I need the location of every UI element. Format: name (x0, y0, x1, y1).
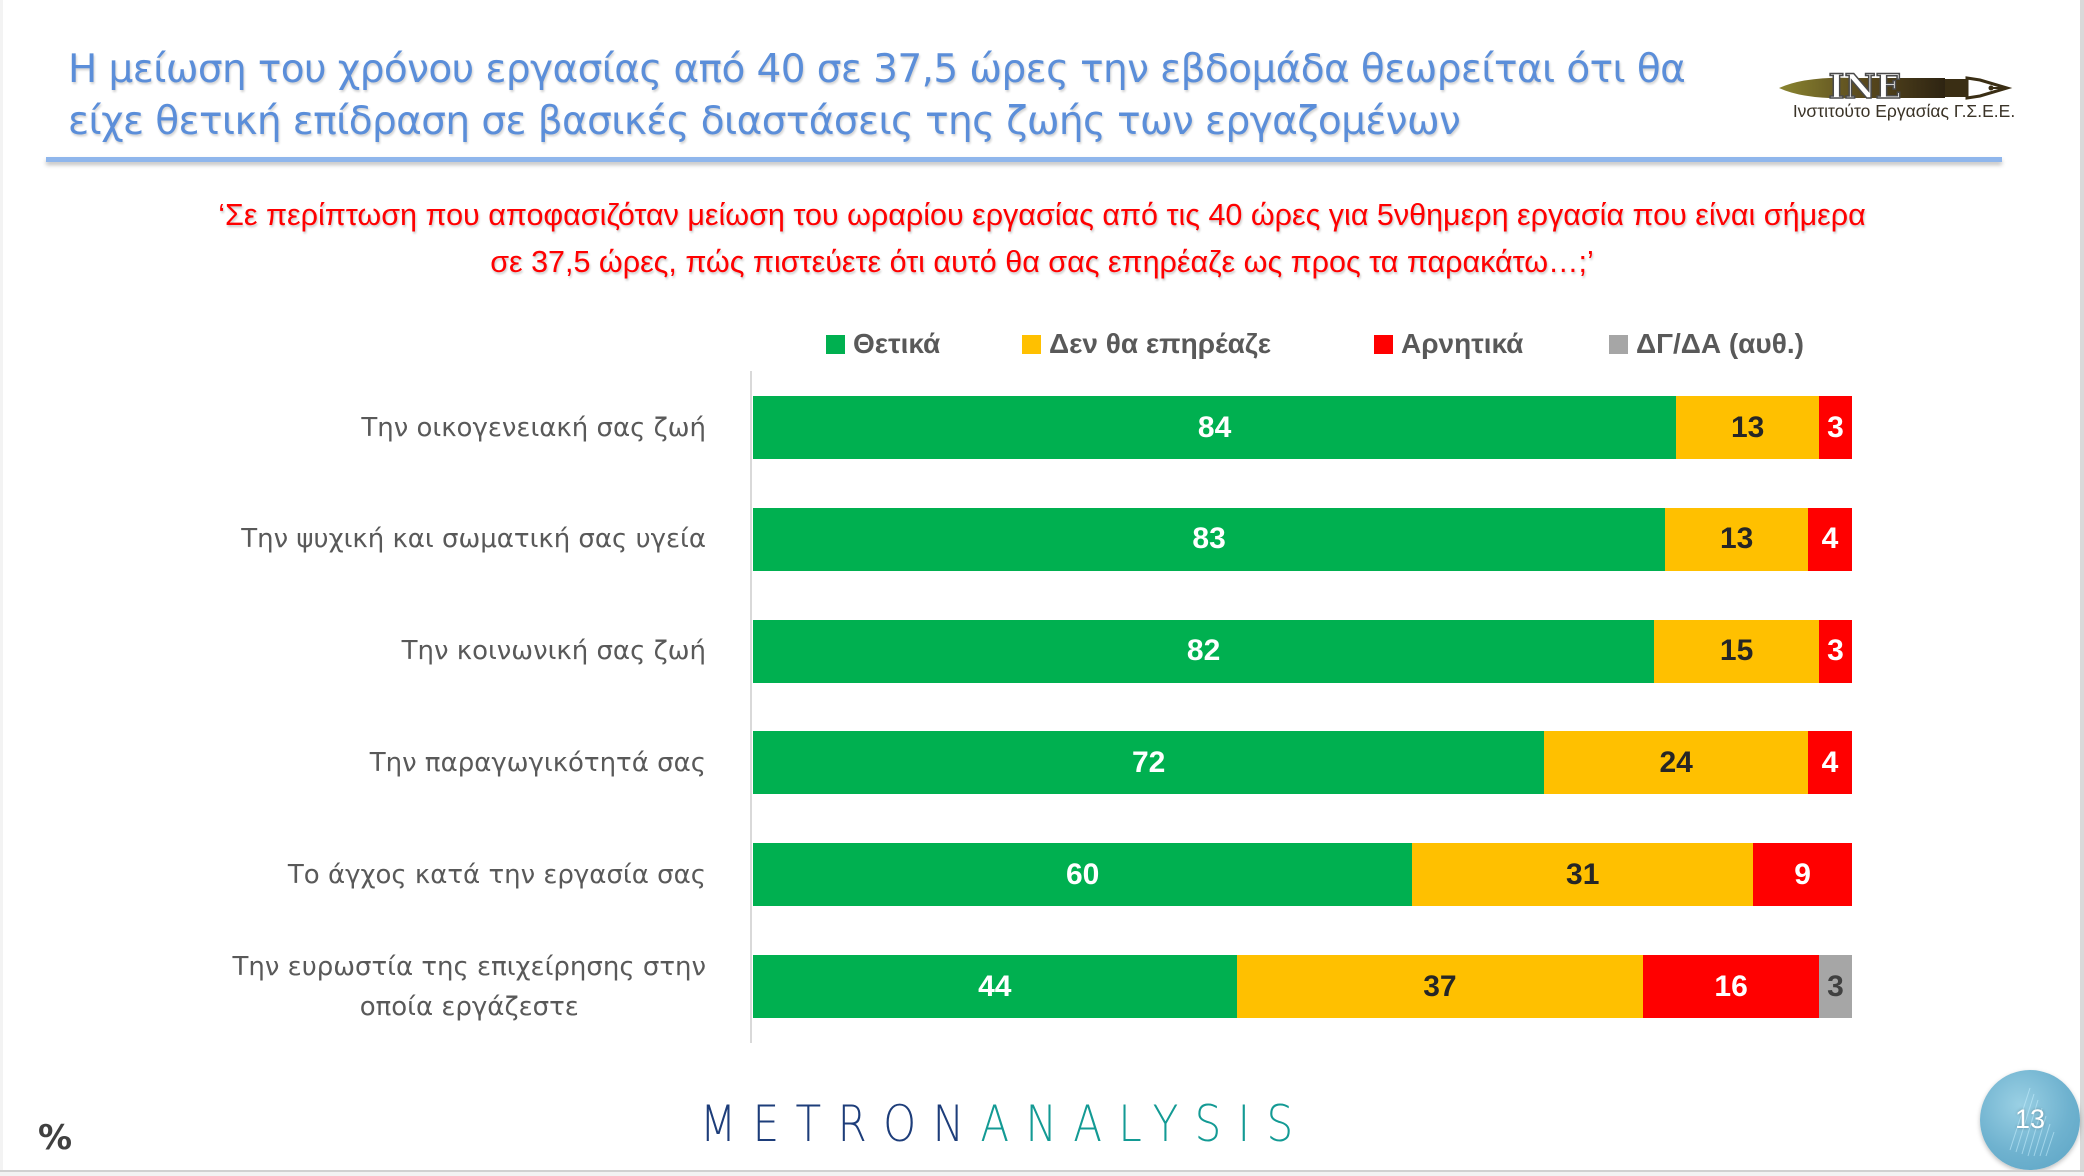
bar-value-label: 37 (1423, 969, 1457, 1003)
chart-legend: Θετικά Δεν θα επηρέαζε Αρνητικά ΔΓ/ΔΑ (α… (0, 326, 2084, 362)
slide-left-edge (0, 0, 3, 1176)
category-label: Την οικογενειακή σας ζωή (150, 378, 706, 477)
bar-value-label: 31 (1566, 857, 1600, 891)
bar-value-label: 82 (1186, 634, 1221, 668)
page-number-badge: 13 (1980, 1070, 2080, 1170)
bar-value-label: 4 (1821, 745, 1839, 779)
category-label: Την ευρωστία της επιχείρησης στην οποία ε… (150, 937, 706, 1036)
slide-bottom-edge (0, 1170, 2084, 1176)
category-label-line: Το άγχος κατά την εργασία σας (287, 859, 706, 890)
category-label: Την κοινωνική σας ζωή (150, 602, 706, 701)
bar-segment-no-effect: 15 (1654, 619, 1819, 683)
bar-value-label: 16 (1714, 969, 1748, 1003)
category-label: Το άγχος κατά την εργασία σας (150, 825, 706, 924)
legend-swatch-no-effect (1022, 334, 1041, 354)
bar-value-label: 72 (1131, 745, 1166, 779)
category-label-line: Την ευρωστία της επιχείρησης στην (232, 951, 706, 982)
pen-logo-icon: INE (1779, 66, 2013, 108)
category-label-text: Την παραγωγικότητά σας (370, 743, 706, 783)
bar-segment-negative: 16 (1643, 955, 1819, 1018)
bar-value-label: 44 (978, 969, 1012, 1003)
legend-label-no-effect: Δεν θα επηρέαζε (1049, 328, 1272, 359)
category-label-text: Την ευρωστία της επιχείρησης στην οποία ε… (233, 947, 706, 1027)
bar-value-label: 3 (1827, 634, 1844, 668)
bar-value-label: 84 (1197, 410, 1232, 444)
category-label: Την ψυχική και σωματική σας υγεία (150, 490, 706, 589)
logo-caption: Ινστιτούτο Εργασίας Γ.Σ.Ε.Ε. (1792, 101, 2016, 121)
slide-title: Η μείωση του χρόνου εργασίας από 40 σε 3… (68, 44, 1728, 148)
legend-swatch-positive (826, 334, 845, 354)
legend-swatch-dk-na (1609, 334, 1628, 354)
legend-label-positive: Θετικά (853, 328, 941, 359)
unit-label: % (38, 1118, 73, 1158)
badge-decoration-icon (2009, 1087, 2055, 1157)
bar-segment-negative: 4 (1808, 507, 1852, 571)
ine-gsee-logo: INE (1775, 58, 2030, 130)
bar-segment-no-effect: 37 (1236, 955, 1644, 1018)
legend-item-no-effect: Δεν θα επηρέαζε (1022, 326, 1271, 362)
bar-value-label: 15 (1719, 634, 1754, 668)
logo-ine-letters: INE (1829, 67, 1902, 107)
title-underline-divider (46, 157, 2002, 162)
bar-segment-positive: 72 (753, 731, 1545, 795)
category-label-line: Την παραγωγικότητά σας (369, 747, 706, 778)
slide-right-edge (2080, 0, 2084, 1176)
bar-value-label: 3 (1827, 969, 1844, 1003)
category-label-text: Την ψυχική και σωματική σας υγεία (241, 519, 706, 559)
category-label-line: οποία εργάζεστε (359, 991, 579, 1022)
legend-label-dk-na: ΔΓ/ΔΑ (αυθ.) (1636, 328, 1804, 359)
metron-analysis-logo: METRONANALYSIS (700, 1098, 1309, 1150)
category-label-line: Την οικογενειακή σας ζωή (361, 412, 706, 443)
page-number: 13 (2014, 1104, 2046, 1134)
category-label-line: Την ψυχική και σωματική σας υγεία (241, 524, 706, 555)
bar-value-label: 60 (1066, 857, 1100, 891)
category-label-text: Την κοινωνική σας ζωή (402, 631, 706, 671)
brand-analysis: ANALYSIS (980, 1095, 1310, 1153)
category-axis-line (750, 371, 752, 1043)
bar-segment-positive: 60 (753, 843, 1413, 907)
bar-value-label: 24 (1659, 745, 1693, 779)
bar-segment-positive: 82 (753, 619, 1655, 683)
legend-swatch-negative (1374, 334, 1393, 354)
bar-value-label: 4 (1821, 522, 1839, 556)
category-label: Την παραγωγικότητά σας (150, 713, 706, 812)
bar-segment-negative: 3 (1819, 396, 1852, 459)
question-line-2: σε 37,5 ώρες, πώς πιστεύετε ότι αυτό θα … (490, 245, 1594, 279)
bar-segment-positive: 83 (753, 507, 1666, 571)
bar-segment-negative: 9 (1753, 843, 1852, 907)
legend-item-dk-na: ΔΓ/ΔΑ (αυθ.) (1609, 326, 1804, 362)
bar-segment-positive: 44 (753, 955, 1237, 1018)
category-label-text: Την οικογενειακή σας ζωή (361, 408, 706, 448)
bar-segment-positive: 84 (753, 396, 1677, 459)
category-label-line: Την κοινωνική σας ζωή (401, 636, 706, 667)
bar-segment-negative: 3 (1819, 619, 1852, 683)
survey-question: ‘Σε περίπτωση που αποφασιζόταν μείωση το… (40, 192, 2044, 286)
bar-value-label: 9 (1794, 857, 1811, 891)
title-line-1: Η μείωση του χρόνου εργασίας από 40 σε 3… (68, 47, 1686, 92)
bar-segment-no-effect: 13 (1676, 396, 1820, 459)
bar-value-label: 13 (1730, 410, 1765, 444)
bar-value-label: 83 (1192, 522, 1226, 556)
bar-segment-negative: 4 (1808, 731, 1852, 795)
brand-metron: METRON (700, 1095, 981, 1153)
legend-item-negative: Αρνητικά (1374, 326, 1523, 362)
category-label-text: Το άγχος κατά την εργασία σας (288, 855, 706, 895)
bar-segment-dk-na: 3 (1819, 955, 1852, 1018)
legend-label-negative: Αρνητικά (1401, 328, 1524, 359)
title-line-2: είχε θετική επίδραση σε βασικές διαστάσε… (68, 99, 1461, 144)
question-line-1: ‘Σε περίπτωση που αποφασιζόταν μείωση το… (218, 198, 1866, 232)
bar-segment-no-effect: 13 (1665, 507, 1809, 571)
bar-value-label: 3 (1827, 410, 1844, 444)
bar-segment-no-effect: 24 (1544, 731, 1809, 795)
bar-segment-no-effect: 31 (1412, 843, 1754, 907)
bar-value-label: 13 (1719, 522, 1754, 556)
legend-item-positive: Θετικά (826, 326, 940, 362)
